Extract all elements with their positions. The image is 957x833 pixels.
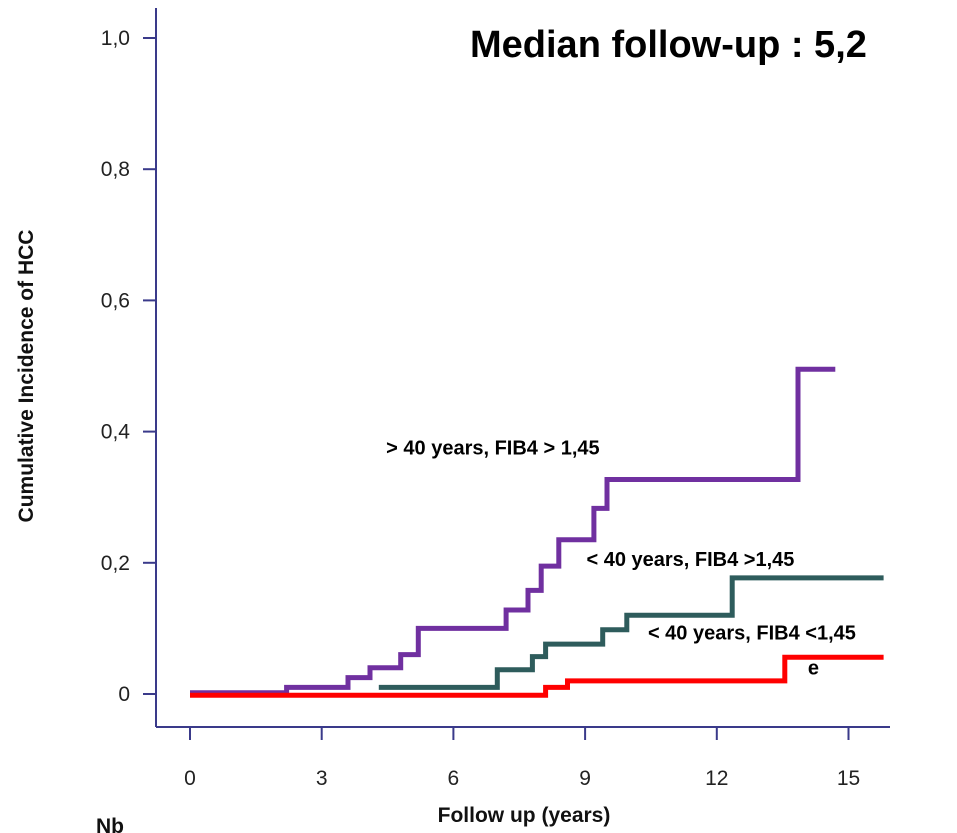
x-tick-label: 12 (705, 767, 728, 790)
x-ticks: 0 3 6 9 12 15 (184, 727, 860, 790)
x-tick-label: 3 (316, 767, 328, 790)
annotations: > 40 years, FIB4 > 1,45 < 40 years, FIB4 … (386, 438, 856, 680)
x-axis-title: Follow up (years) (438, 804, 611, 827)
series-annotation: < 40 years, FIB4 >1,45 (586, 549, 794, 571)
series-line-2 (190, 654, 884, 698)
y-tick-label: 0,6 (101, 289, 130, 312)
x-tick-label: 15 (837, 767, 860, 790)
x-tick-label: 6 (448, 767, 460, 790)
series-line-1 (378, 575, 884, 690)
y-tick-label: 0 (118, 683, 130, 706)
series-lines (190, 366, 884, 698)
y-ticks: 1,0 0,8 0,6 0,4 0,2 0 (101, 27, 156, 706)
y-axis: 1,0 0,8 0,6 0,4 0,2 0 (101, 8, 157, 727)
x-tick-label: 9 (579, 767, 591, 790)
y-axis-title: Cumulative Incidence of HCC (15, 230, 38, 523)
series-annotation: > 40 years, FIB4 > 1,45 (386, 438, 600, 460)
y-tick-label: 0,2 (101, 552, 130, 575)
series-line-0 (190, 366, 836, 696)
y-tick-label: 0,8 (101, 158, 130, 181)
nb-label: Nb (96, 815, 124, 833)
series-annotation: < 40 years, FIB4 <1,45 (648, 623, 856, 645)
series-annotation: e (808, 657, 819, 679)
x-tick-label: 0 (184, 767, 196, 790)
chart-title: Median follow-up : 5,2 (470, 24, 867, 66)
y-tick-label: 0,4 (101, 421, 131, 444)
x-axis: 0 3 6 9 12 15 (156, 726, 890, 790)
y-tick-label: 1,0 (101, 27, 130, 50)
